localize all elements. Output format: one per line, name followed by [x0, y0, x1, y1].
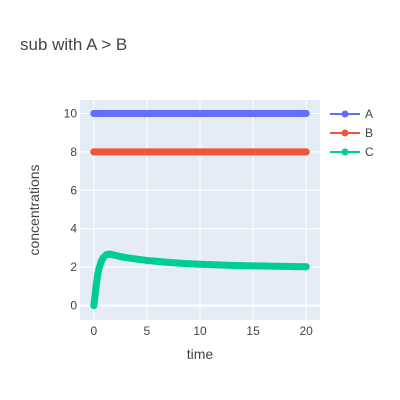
- series-c-point[interactable]: [270, 262, 278, 270]
- series-c-point[interactable]: [154, 257, 162, 265]
- x-tick-labels: 0 5 10 15 20: [90, 324, 313, 338]
- series-c-point[interactable]: [111, 251, 119, 259]
- series-c-point[interactable]: [91, 293, 99, 301]
- legend-marker-c: [341, 148, 349, 156]
- series-c-point[interactable]: [132, 255, 140, 263]
- series-c-point[interactable]: [95, 264, 103, 272]
- y-tick-label: 10: [64, 106, 78, 120]
- series-b-point[interactable]: [90, 148, 98, 156]
- legend: ABC: [330, 107, 374, 159]
- chart-title: sub with A > B: [20, 35, 127, 54]
- series-c-point[interactable]: [106, 250, 114, 258]
- series-c-point[interactable]: [196, 260, 204, 268]
- series-c: [90, 250, 310, 310]
- y-tick-labels: 0 2 4 6 8 10: [64, 106, 78, 312]
- legend-label-c: C: [365, 145, 374, 159]
- legend-label-b: B: [365, 126, 373, 140]
- series-c-point[interactable]: [281, 262, 289, 270]
- series-c-point[interactable]: [207, 261, 215, 269]
- series-c-point[interactable]: [238, 262, 246, 270]
- series-c-point[interactable]: [175, 259, 183, 267]
- series-layer: [90, 109, 310, 310]
- series-b: [90, 148, 310, 156]
- series-c-point[interactable]: [302, 263, 310, 271]
- x-tick-label: 20: [300, 324, 314, 338]
- x-tick-label: 0: [90, 324, 97, 338]
- series-c-point[interactable]: [122, 254, 130, 262]
- x-tick-label: 10: [193, 324, 207, 338]
- y-tick-label: 0: [70, 299, 77, 313]
- series-c-point[interactable]: [217, 261, 225, 269]
- legend-marker-b: [341, 129, 349, 137]
- series-c-point[interactable]: [90, 302, 98, 310]
- legend-label-a: A: [365, 107, 373, 121]
- x-axis-title: time: [187, 346, 214, 362]
- series-a: [90, 109, 310, 117]
- legend-marker-a: [341, 110, 349, 118]
- series-c-point[interactable]: [92, 283, 100, 291]
- series-c-point[interactable]: [143, 256, 151, 264]
- series-c-point[interactable]: [228, 261, 236, 269]
- series-a-point[interactable]: [90, 109, 98, 117]
- series-a-point[interactable]: [302, 109, 310, 117]
- y-tick-label: 2: [70, 260, 77, 274]
- series-b-point[interactable]: [302, 148, 310, 156]
- series-c-point[interactable]: [185, 260, 193, 268]
- series-c-point[interactable]: [116, 253, 124, 261]
- series-c-point[interactable]: [249, 262, 257, 270]
- series-c-point[interactable]: [292, 263, 300, 271]
- y-tick-label: 6: [70, 183, 77, 197]
- series-c-point[interactable]: [94, 272, 102, 280]
- x-tick-label: 5: [144, 324, 151, 338]
- series-c-point[interactable]: [164, 258, 172, 266]
- legend-item-a[interactable]: A: [330, 107, 373, 121]
- x-tick-label: 15: [246, 324, 260, 338]
- legend-item-c[interactable]: C: [330, 145, 374, 159]
- series-c-point[interactable]: [260, 262, 268, 270]
- y-axis-title: concentrations: [26, 164, 42, 255]
- y-tick-label: 4: [70, 222, 77, 236]
- y-tick-label: 8: [70, 145, 77, 159]
- legend-item-b[interactable]: B: [330, 126, 373, 140]
